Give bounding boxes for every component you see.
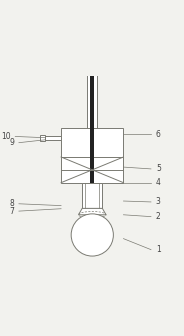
Circle shape bbox=[71, 214, 113, 256]
Polygon shape bbox=[79, 208, 106, 215]
Text: 10: 10 bbox=[1, 132, 11, 141]
Text: 9: 9 bbox=[9, 138, 14, 147]
Bar bbox=[82, 183, 102, 208]
Bar bbox=[61, 157, 123, 183]
Bar bbox=[90, 128, 94, 157]
Text: 2: 2 bbox=[156, 212, 161, 221]
Text: 8: 8 bbox=[9, 199, 14, 208]
Text: 1: 1 bbox=[156, 245, 161, 254]
Bar bbox=[45, 136, 61, 140]
Bar bbox=[87, 73, 97, 128]
Bar bbox=[40, 135, 45, 141]
Text: 7: 7 bbox=[9, 207, 14, 216]
Text: 5: 5 bbox=[156, 164, 161, 173]
Text: 4: 4 bbox=[156, 178, 161, 187]
Bar bbox=[61, 128, 123, 157]
Text: 6: 6 bbox=[156, 130, 161, 138]
Text: 3: 3 bbox=[156, 198, 161, 206]
Bar bbox=[90, 73, 94, 128]
Bar bbox=[90, 157, 94, 183]
